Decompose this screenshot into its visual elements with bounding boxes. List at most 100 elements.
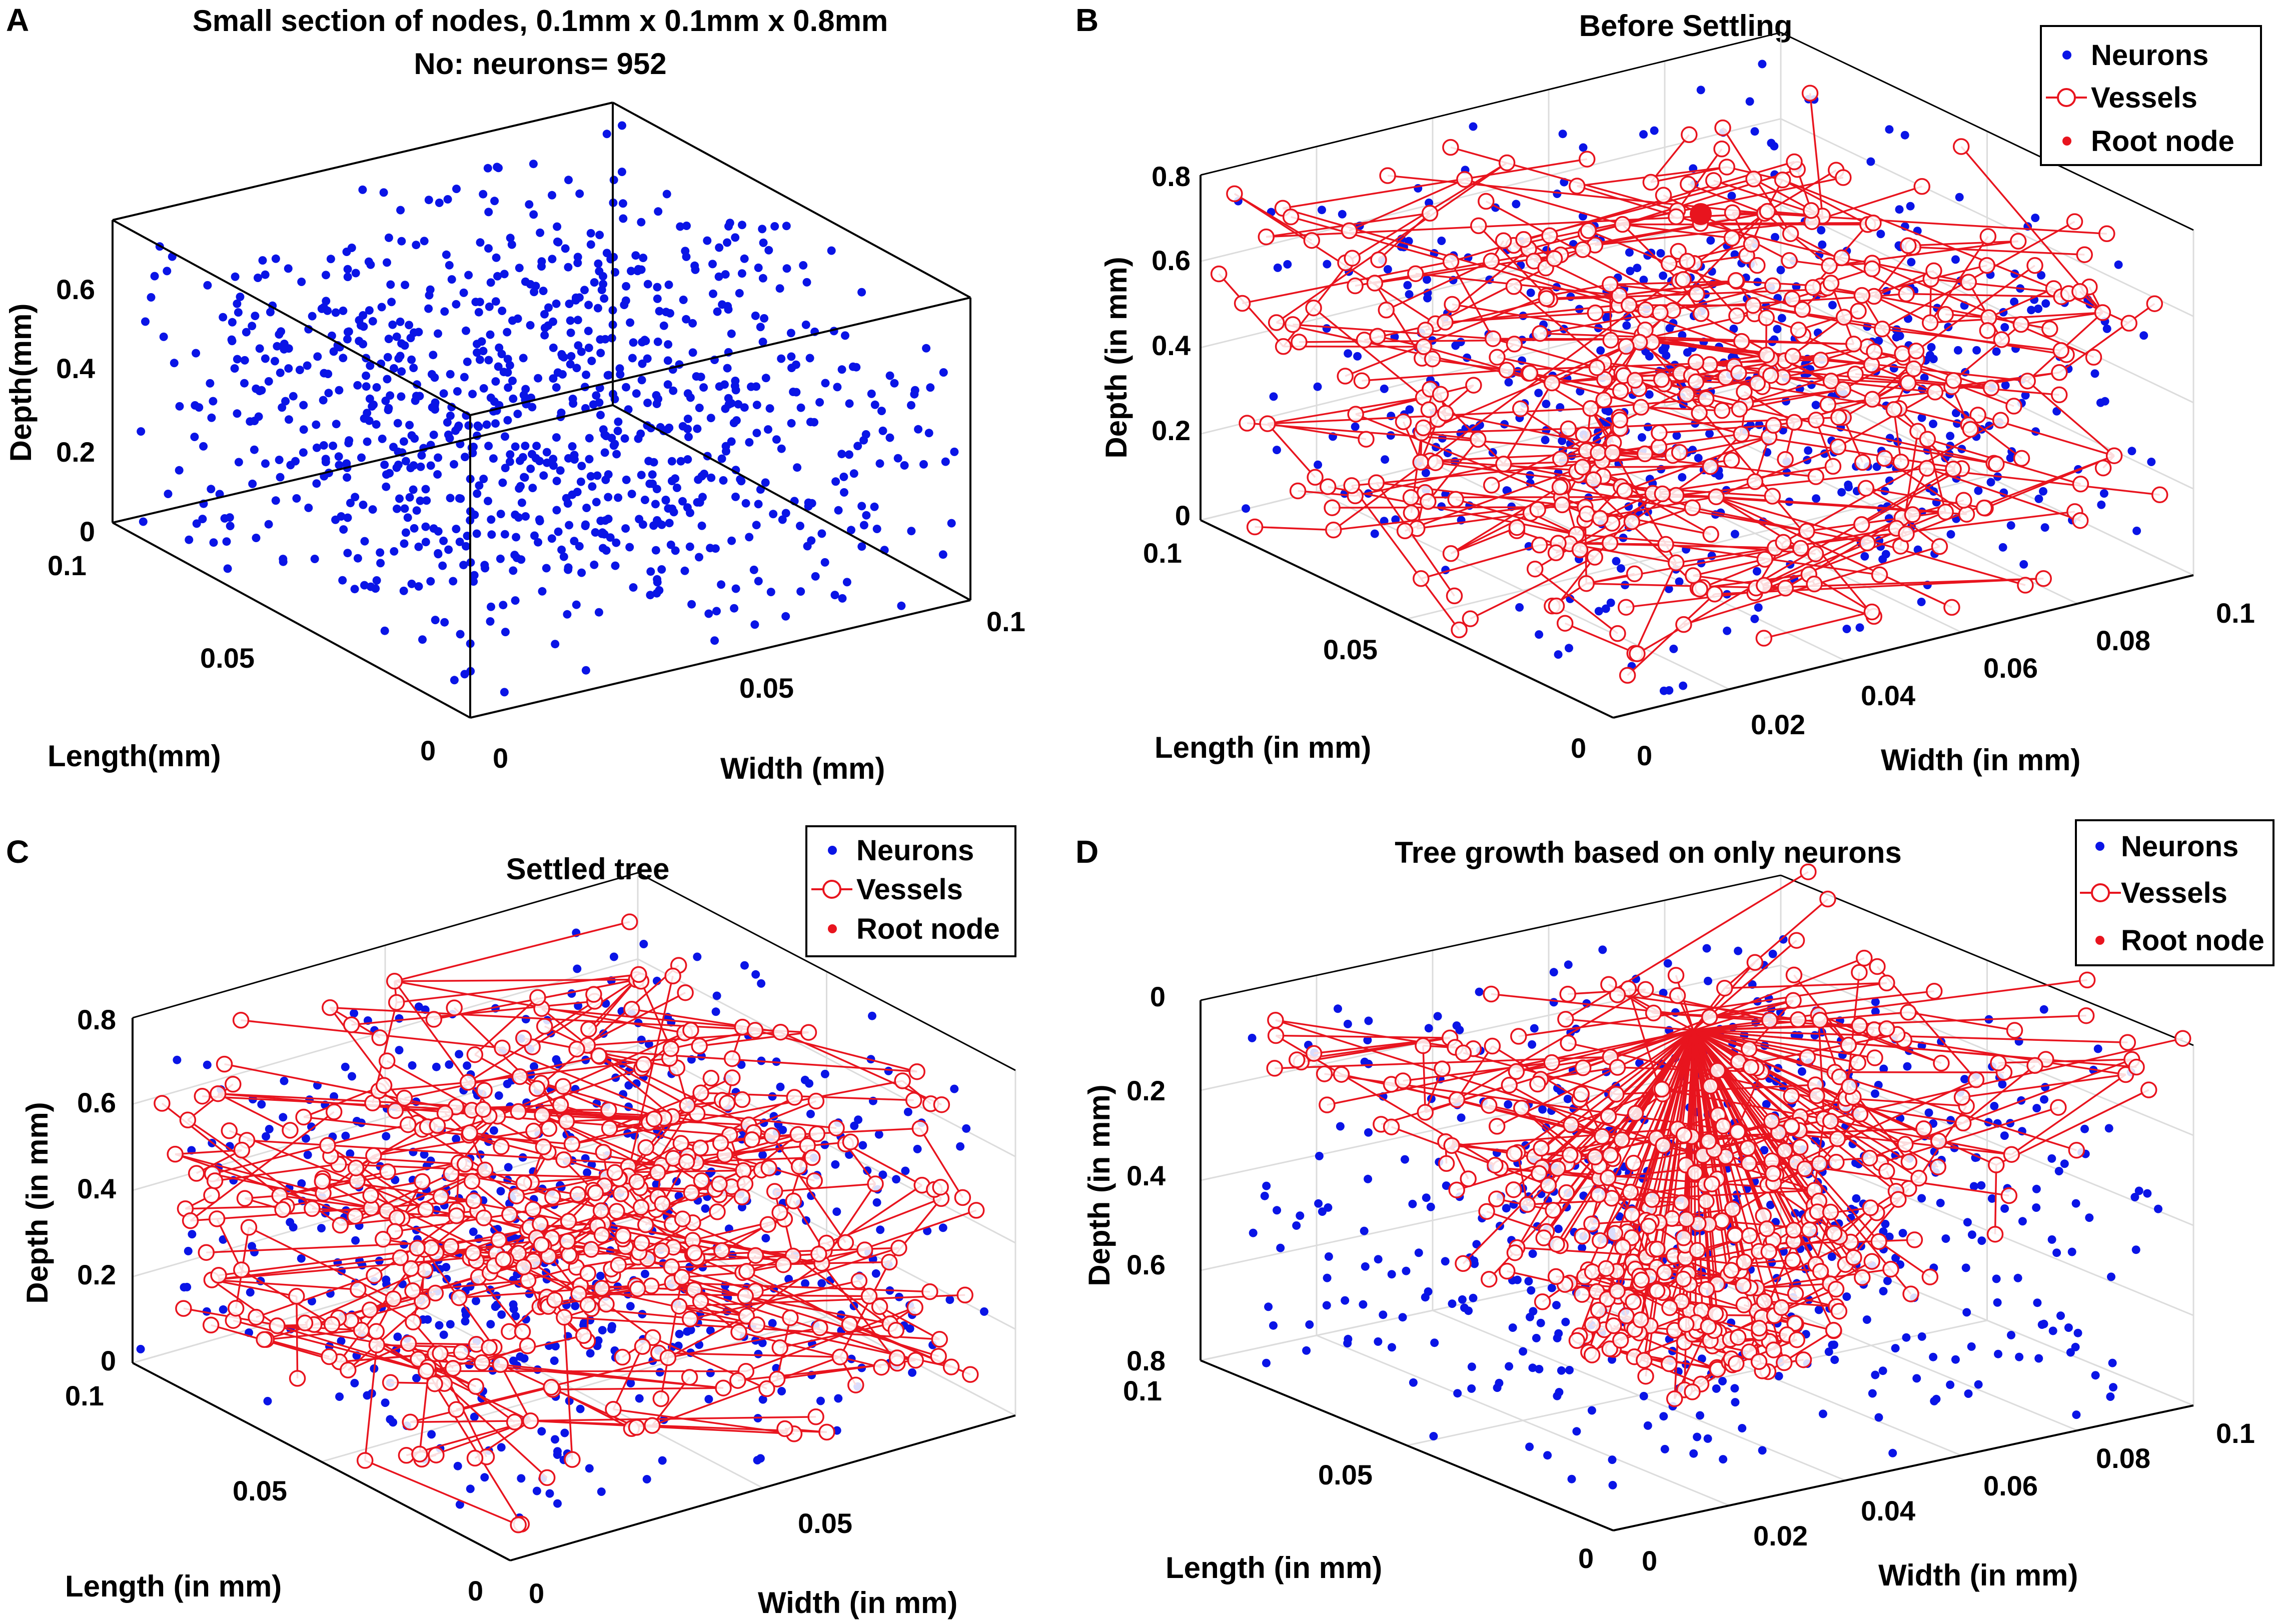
neuron-point [1370,529,1379,538]
vessel-segment [1709,990,1934,1018]
vessel-segment [330,1155,465,1165]
neuron-point [877,407,886,416]
vessel-segment [216,1218,243,1270]
neuron-point [521,512,530,521]
neuron-point [326,255,335,264]
vessel-segment [1362,369,1507,382]
vessel-segment [724,1144,808,1156]
neuron-point [410,434,419,443]
vessel-node [1478,193,1495,210]
vessel-node [1835,169,1852,186]
vessel-segment [737,1362,898,1381]
vessel-node [1446,587,1463,605]
neuron-point [1972,346,1981,355]
vessel-node [236,1190,254,1207]
vessel-node [1733,426,1750,443]
vessel-node [621,913,638,930]
vessel-node [1629,645,1646,662]
neuron-point [1810,1031,1819,1040]
vessel-node [1379,167,1396,184]
neuron-point [602,546,611,555]
neuron-point [602,130,611,139]
neuron-point [576,1404,585,1413]
neuron-point [913,1144,922,1153]
neuron-point [643,399,652,407]
vessel-node [325,1103,343,1120]
vessel-node [601,1120,618,1137]
neuron-point [1937,1037,1946,1046]
panel-c-legend-box [805,825,1016,957]
neuron-point [584,301,593,310]
vessel-segment [1421,544,1540,580]
vessel-segment [296,1296,299,1378]
vessel-segment [672,1281,890,1325]
neuron-point [1750,614,1759,623]
neuron-point [190,433,199,441]
vessel-segment [1926,439,1946,513]
neuron-point [588,482,597,491]
vessel-node [494,1039,511,1057]
neuron-point [724,222,733,231]
neuron-point [350,585,359,594]
vessel-node [1733,333,1750,350]
neuron-point [371,584,380,593]
vessel-node [1853,287,1871,304]
neuron-point [1974,486,1983,495]
neuron-point [341,1062,350,1071]
neuron-point [870,502,879,511]
neuron-point [552,477,561,486]
vessel-segment [422,1128,486,1171]
neuron-point [1387,1270,1396,1279]
vessel-segment [1692,1029,1837,1163]
neuron-point [693,952,702,961]
neuron-point [1549,998,1558,1007]
panel-a-z-tick: 0.6 [56,274,95,305]
neuron-point [1421,469,1430,477]
vessel-node [1749,375,1766,392]
neuron-point [1525,1442,1534,1451]
vessel-node [942,1358,960,1375]
neuron-point [759,238,768,247]
neuron-point [386,391,395,400]
neuron-point [257,386,266,395]
panel-a-plot [137,121,959,697]
vessel-node [1892,453,1909,471]
neuron-point [1587,1406,1596,1415]
vessel-node [465,1192,482,1209]
neuron-point [1453,1389,1462,1398]
vessel-segment [218,1248,425,1276]
neuron-point [416,496,425,505]
vessel-node [2009,233,2027,250]
neuron-point [1344,349,1353,358]
vessel-node [1786,153,1803,171]
neuron-point [2021,391,2030,400]
vessel-segment [394,980,469,1083]
vessel-node [1268,314,1285,331]
vessel-node [404,1282,421,1299]
panel-b-z-tick: 0.4 [1152,330,1191,361]
vessel-node [256,1331,273,1348]
vessel-node [1303,232,1321,249]
neuron-point [661,496,670,505]
neuron-point [1712,1384,1721,1393]
neuron-point [1854,1159,1863,1168]
neuron-point [1532,1333,1541,1342]
vessel-node [1714,119,1731,137]
vessel-segment [1491,993,1710,1018]
neuron-point [487,602,495,611]
vessel-node [1587,304,1604,322]
neuron-point [666,540,675,549]
vessel-node [1495,232,1512,249]
vessel-node [1632,399,1650,416]
neuron-point [421,522,430,531]
panel-a-box-edge [112,522,471,719]
vessel-node [296,1314,314,1331]
vessel-node [1660,255,1678,272]
vessel-node [831,1348,849,1365]
neuron-point [587,357,596,366]
vessel-node [405,1313,422,1331]
neuron-point [868,1011,876,1020]
neuron-point [639,940,648,948]
vessel-node [678,1153,695,1170]
vessel-segment [745,1247,899,1297]
